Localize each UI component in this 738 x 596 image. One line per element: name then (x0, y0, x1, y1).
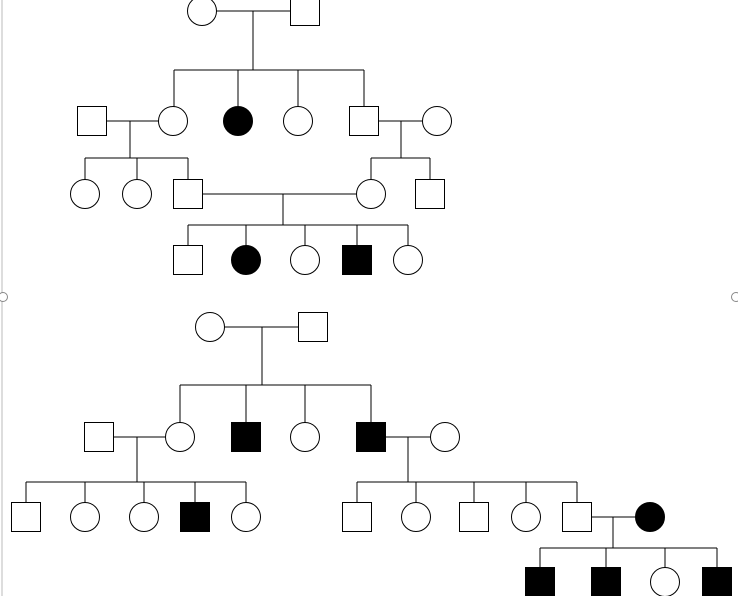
unaffected-male-square (562, 502, 592, 532)
unaffected-female-circle (290, 245, 320, 275)
unaffected-female-circle (393, 245, 423, 275)
unaffected-male-square (349, 106, 379, 136)
affected-female-circle (231, 245, 261, 275)
individuals (11, 0, 732, 596)
affected-male-square (591, 567, 621, 596)
unaffected-female-circle (422, 106, 452, 136)
unaffected-female-circle (401, 502, 431, 532)
unaffected-male-square (342, 502, 372, 532)
affected-male-square (180, 502, 210, 532)
unaffected-female-circle (122, 179, 152, 209)
unaffected-male-square (173, 245, 203, 275)
unaffected-female-circle (70, 179, 100, 209)
unaffected-female-circle (158, 106, 188, 136)
unaffected-male-square (459, 502, 489, 532)
unaffected-male-square (415, 179, 445, 209)
unaffected-male-square (298, 312, 328, 342)
unaffected-female-circle (165, 422, 195, 452)
unaffected-female-circle (430, 422, 460, 452)
unaffected-male-square (77, 106, 107, 136)
affected-female-circle (223, 106, 253, 136)
unaffected-male-square (11, 502, 41, 532)
connector-lines (25, 10, 718, 568)
unaffected-female-circle (187, 0, 217, 26)
unaffected-female-circle (231, 502, 261, 532)
unaffected-female-circle (511, 502, 541, 532)
unaffected-female-circle (195, 312, 225, 342)
resize-handle-left[interactable] (0, 292, 8, 302)
unaffected-female-circle (129, 502, 159, 532)
affected-male-square (342, 245, 372, 275)
affected-male-square (525, 567, 555, 596)
unaffected-female-circle (650, 567, 680, 596)
affected-female-circle (635, 502, 665, 532)
unaffected-female-circle (283, 106, 313, 136)
affected-male-square (702, 567, 732, 596)
unaffected-female-circle (356, 179, 386, 209)
unaffected-female-circle (70, 502, 100, 532)
unaffected-male-square (290, 0, 320, 26)
unaffected-male-square (84, 422, 114, 452)
affected-male-square (231, 422, 261, 452)
unaffected-male-square (173, 179, 203, 209)
resize-handle-right[interactable] (731, 292, 738, 302)
unaffected-female-circle (290, 422, 320, 452)
affected-male-square (356, 422, 386, 452)
